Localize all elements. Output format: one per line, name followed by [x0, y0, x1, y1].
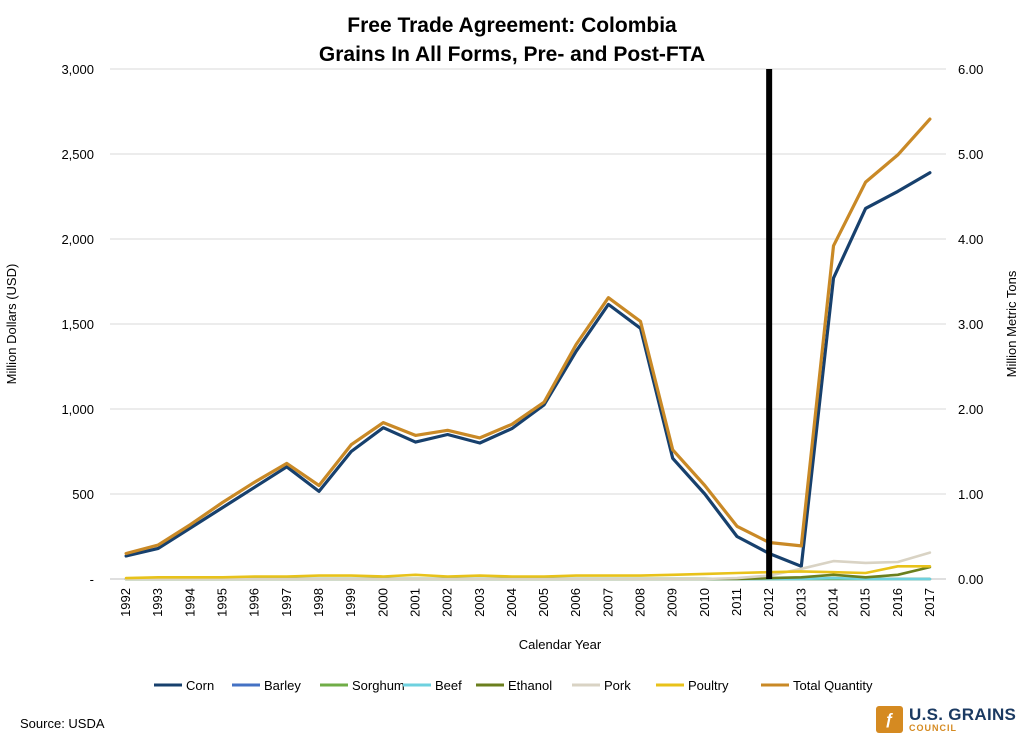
logo-sub-text: COUNCIL [909, 723, 957, 733]
legend-label-beef: Beef [435, 678, 462, 693]
x-tick-label: 2013 [793, 588, 808, 617]
series-line-total-quantity [124, 117, 932, 556]
x-tick-label: 2009 [665, 588, 680, 617]
legend-label-poultry: Poultry [688, 678, 729, 693]
logo-mark-icon: ƒ [876, 706, 903, 733]
x-tick-label: 2002 [440, 588, 455, 617]
y-right-tick-label: 3.00 [958, 317, 983, 332]
y-left-tick-label: - [90, 572, 94, 587]
x-tick-label: 2016 [890, 588, 905, 617]
x-tick-label: 2011 [729, 588, 744, 616]
logo-main-text: U.S. GRAINS [909, 705, 1017, 724]
x-tick-label: 2012 [761, 588, 776, 617]
series-line-corn [124, 171, 932, 568]
y-left-tick-label: 1,500 [61, 317, 94, 332]
x-tick-label: 2017 [922, 588, 937, 617]
y-left-tick-label: 1,000 [61, 402, 94, 417]
legend: Corn Barley Sorghum Beef Ethanol Pork Poultry T… [154, 678, 873, 693]
y-left-tick-label: 500 [72, 487, 94, 502]
legend-label-corn: Corn [186, 678, 214, 693]
y-axis-left-label: Million Dollars (USD) [4, 264, 19, 385]
x-tick-label: 2005 [536, 588, 551, 617]
y-right-tick-label: 5.00 [958, 147, 983, 162]
x-tick-label: 1998 [311, 588, 326, 617]
x-tick-label: 2004 [504, 588, 519, 617]
y-left-tick-label: 2,500 [61, 147, 94, 162]
usgc-logo: ƒ U.S. GRAINS COUNCIL [876, 706, 1016, 733]
legend-label-ethanol: Ethanol [508, 678, 552, 693]
legend-label-barley: Barley [264, 678, 301, 693]
x-tick-label: 2015 [858, 588, 873, 617]
y-left-tick-label: 3,000 [61, 62, 94, 77]
x-tick-label: 2001 [407, 588, 422, 617]
y-left-tick-label: 2,000 [61, 232, 94, 247]
y-right-tick-label: 2.00 [958, 402, 983, 417]
series-line-poultry [124, 564, 932, 580]
x-axis-label: Calendar Year [519, 637, 602, 652]
chart-title-line-2: Grains In All Forms, Pre- and Post-FTA [319, 43, 705, 66]
x-tick-label: 2010 [697, 588, 712, 617]
series-line-pork [124, 551, 932, 581]
y-right-tick-label: 0.00 [958, 572, 983, 587]
x-tick-label: 1993 [150, 588, 165, 617]
legend-label-total-quantity: Total Quantity [793, 678, 873, 693]
x-tick-label: 2007 [600, 588, 615, 617]
x-tick-label: 1995 [215, 588, 230, 617]
y-right-tick-label: 6.00 [958, 62, 983, 77]
x-tick-label: 2008 [633, 588, 648, 617]
x-tick-label: 1997 [279, 588, 294, 617]
legend-label-sorghum: Sorghum [352, 678, 405, 693]
y-right-tick-label: 1.00 [958, 487, 983, 502]
x-tick-label: 2000 [375, 588, 390, 617]
x-tick-label: 1996 [247, 588, 262, 617]
x-tick-label: 1992 [118, 588, 133, 617]
x-tick-label: 1999 [343, 588, 358, 617]
y-right-tick-label: 4.00 [958, 232, 983, 247]
y-axis-right-label: Million Metric Tons [1004, 270, 1019, 377]
x-tick-label: 2006 [568, 588, 583, 617]
x-tick-label: 2014 [825, 588, 840, 617]
x-tick-label: 1994 [182, 588, 197, 617]
x-tick-label: 2003 [472, 588, 487, 617]
legend-label-pork: Pork [604, 678, 631, 693]
chart-title-line-1: Free Trade Agreement: Colombia [347, 14, 677, 37]
source-note: Source: USDA [20, 716, 105, 731]
